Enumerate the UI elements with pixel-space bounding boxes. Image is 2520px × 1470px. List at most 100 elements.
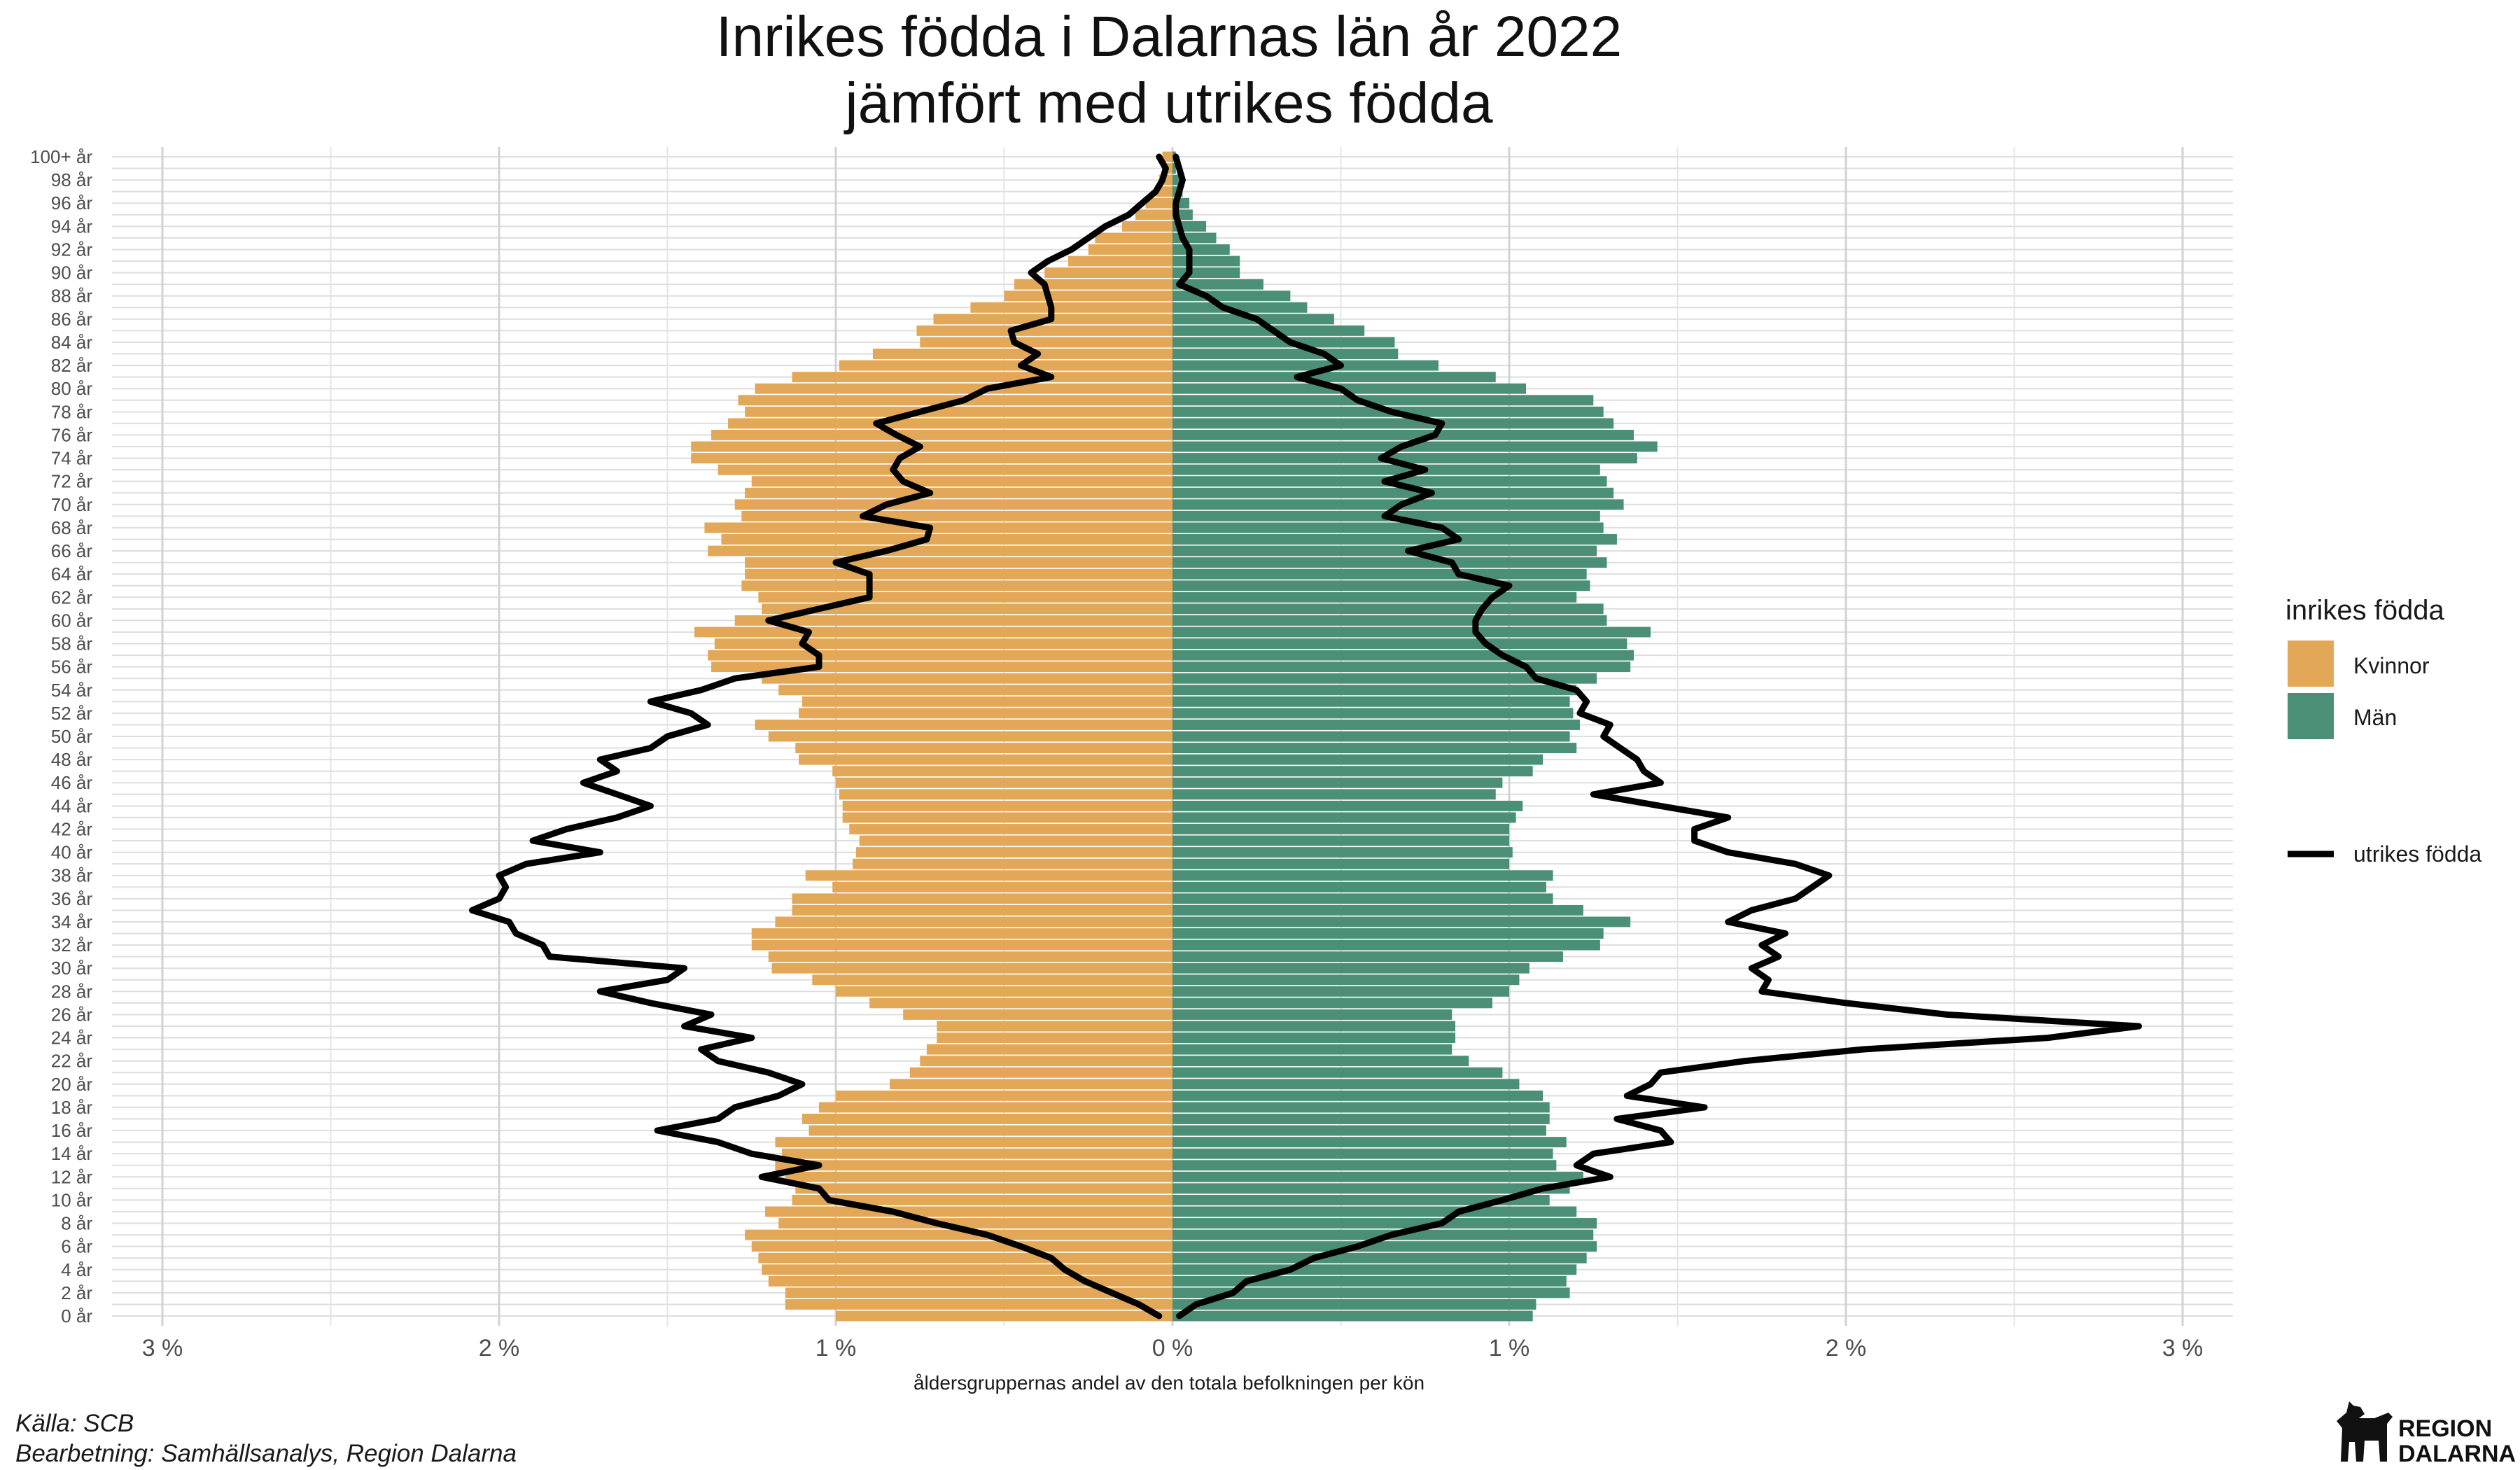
- bar-man-age-34: [1172, 916, 1631, 927]
- y-tick-label: 10 år: [51, 1189, 93, 1210]
- bar-man-age-17: [1172, 1114, 1550, 1124]
- bar-kvinnor-age-77: [728, 418, 1172, 429]
- bar-kvinnor-age-66: [708, 545, 1172, 556]
- bar-kvinnor-age-80: [755, 383, 1172, 394]
- bar-kvinnor-age-74: [691, 453, 1172, 464]
- y-tick-label: 42 år: [51, 818, 93, 839]
- y-tick-label: 62 år: [51, 587, 93, 608]
- bar-kvinnor-age-75: [691, 441, 1172, 452]
- logo-text-line-1: REGION: [2398, 1415, 2492, 1442]
- bar-kvinnor-age-93: [1095, 232, 1172, 244]
- x-tick-label: 3 %: [142, 1335, 183, 1362]
- bar-man-age-48: [1172, 754, 1544, 765]
- bar-man-age-83: [1172, 349, 1399, 359]
- bar-man-age-49: [1172, 743, 1577, 754]
- bar-man-age-61: [1172, 603, 1604, 615]
- bar-kvinnor-age-85: [916, 325, 1172, 336]
- bar-man-age-19: [1172, 1090, 1544, 1101]
- bar-kvinnor-age-40: [855, 847, 1172, 858]
- bar-kvinnor-age-8: [778, 1218, 1172, 1228]
- x-tick-label: 1 %: [816, 1335, 857, 1362]
- y-tick-label: 52 år: [51, 703, 93, 724]
- legend: inrikes födda Kvinnor Män utrikes födda: [2286, 595, 2482, 867]
- bar-kvinnor-age-20: [889, 1079, 1172, 1090]
- bar-man-age-82: [1172, 360, 1438, 371]
- bar-man-age-92: [1172, 244, 1230, 255]
- bar-kvinnor-age-63: [741, 580, 1172, 592]
- legend-swatch-man: [2288, 693, 2334, 739]
- y-tick-label: 96 år: [51, 192, 93, 214]
- bar-man-age-1: [1172, 1298, 1536, 1310]
- bar-kvinnor-age-2: [785, 1287, 1172, 1298]
- bar-kvinnor-age-11: [795, 1183, 1172, 1194]
- y-tick-label: 50 år: [51, 726, 93, 747]
- y-tick-label: 82 år: [51, 355, 93, 376]
- bar-kvinnor-age-69: [741, 510, 1172, 522]
- region-dalarna-logo: REGION DALARNA: [2337, 1401, 2516, 1467]
- y-tick-label: 54 år: [51, 680, 93, 701]
- caption-source: Källa: SCB: [15, 1410, 134, 1437]
- bar-kvinnor-age-22: [920, 1056, 1172, 1067]
- bar-man-age-76: [1172, 429, 1634, 440]
- bar-man-age-54: [1172, 685, 1577, 696]
- y-tick-label: 90 år: [51, 262, 93, 284]
- bar-man-age-43: [1172, 812, 1516, 823]
- bar-man-age-98: [1172, 174, 1180, 186]
- bar-man-age-33: [1172, 928, 1604, 939]
- bar-man-age-59: [1172, 626, 1651, 638]
- bar-kvinnor-age-95: [1135, 209, 1172, 220]
- bar-man-age-66: [1172, 545, 1597, 556]
- y-tick-label: 26 år: [51, 1004, 93, 1025]
- bar-man-age-75: [1172, 441, 1658, 452]
- bar-kvinnor-age-4: [762, 1264, 1172, 1275]
- bar-kvinnor-age-3: [768, 1275, 1172, 1287]
- x-axis-tick-labels: 3 % 2 % 1 % 0 % 1 % 2 % 3 %: [142, 1335, 2204, 1362]
- bar-man-age-47: [1172, 766, 1533, 777]
- bar-man-age-40: [1172, 847, 1513, 858]
- bar-man-age-29: [1172, 974, 1520, 986]
- bar-kvinnor-age-21: [909, 1067, 1172, 1078]
- y-tick-label: 58 år: [51, 634, 93, 654]
- y-tick-label: 8 år: [61, 1213, 92, 1234]
- bar-kvinnor-age-84: [920, 337, 1172, 348]
- bar-man-age-64: [1172, 568, 1587, 580]
- bar-man-age-77: [1172, 418, 1614, 429]
- bar-kvinnor-age-13: [775, 1160, 1172, 1171]
- bar-kvinnor-age-46: [836, 777, 1172, 788]
- bar-kvinnor-age-52: [799, 708, 1172, 719]
- bar-kvinnor-age-48: [799, 754, 1172, 765]
- bar-kvinnor-age-94: [1121, 220, 1172, 232]
- y-tick-label: 66 år: [51, 540, 93, 561]
- bar-kvinnor-age-16: [808, 1125, 1172, 1136]
- x-axis-label: åldersgruppernas andel av den totala bef…: [913, 1372, 1424, 1394]
- bar-man-age-46: [1172, 777, 1503, 788]
- bar-kvinnor-age-50: [768, 731, 1172, 742]
- y-tick-label: 2 år: [61, 1282, 92, 1303]
- bar-kvinnor-age-92: [1088, 244, 1172, 255]
- bar-man-age-68: [1172, 522, 1604, 533]
- bar-kvinnor-age-28: [836, 986, 1172, 997]
- bar-man-age-6: [1172, 1241, 1597, 1252]
- bar-kvinnor-age-26: [903, 1009, 1172, 1020]
- bar-man-age-44: [1172, 800, 1523, 811]
- y-tick-label: 64 år: [51, 564, 93, 584]
- bar-man-age-63: [1172, 580, 1590, 592]
- bar-kvinnor-age-33: [751, 928, 1172, 939]
- y-tick-label: 92 år: [51, 239, 93, 260]
- bar-man-age-13: [1172, 1160, 1557, 1171]
- bar-kvinnor-age-6: [751, 1241, 1172, 1252]
- y-tick-label: 4 år: [61, 1259, 92, 1280]
- y-tick-label: 14 år: [51, 1143, 93, 1164]
- bar-man-age-51: [1172, 719, 1581, 730]
- utrikes-line-kvinnor: [469, 153, 1169, 1320]
- bar-man-age-2: [1172, 1287, 1570, 1298]
- bar-man-age-87: [1172, 302, 1308, 313]
- bar-kvinnor-age-96: [1145, 197, 1172, 209]
- y-tick-label: 70 år: [51, 494, 93, 515]
- y-tick-label: 86 år: [51, 309, 93, 330]
- bar-kvinnor-age-7: [745, 1229, 1172, 1240]
- bar-man-age-65: [1172, 557, 1607, 568]
- bar-kvinnor-age-38: [805, 870, 1172, 881]
- bar-kvinnor-age-54: [778, 685, 1172, 696]
